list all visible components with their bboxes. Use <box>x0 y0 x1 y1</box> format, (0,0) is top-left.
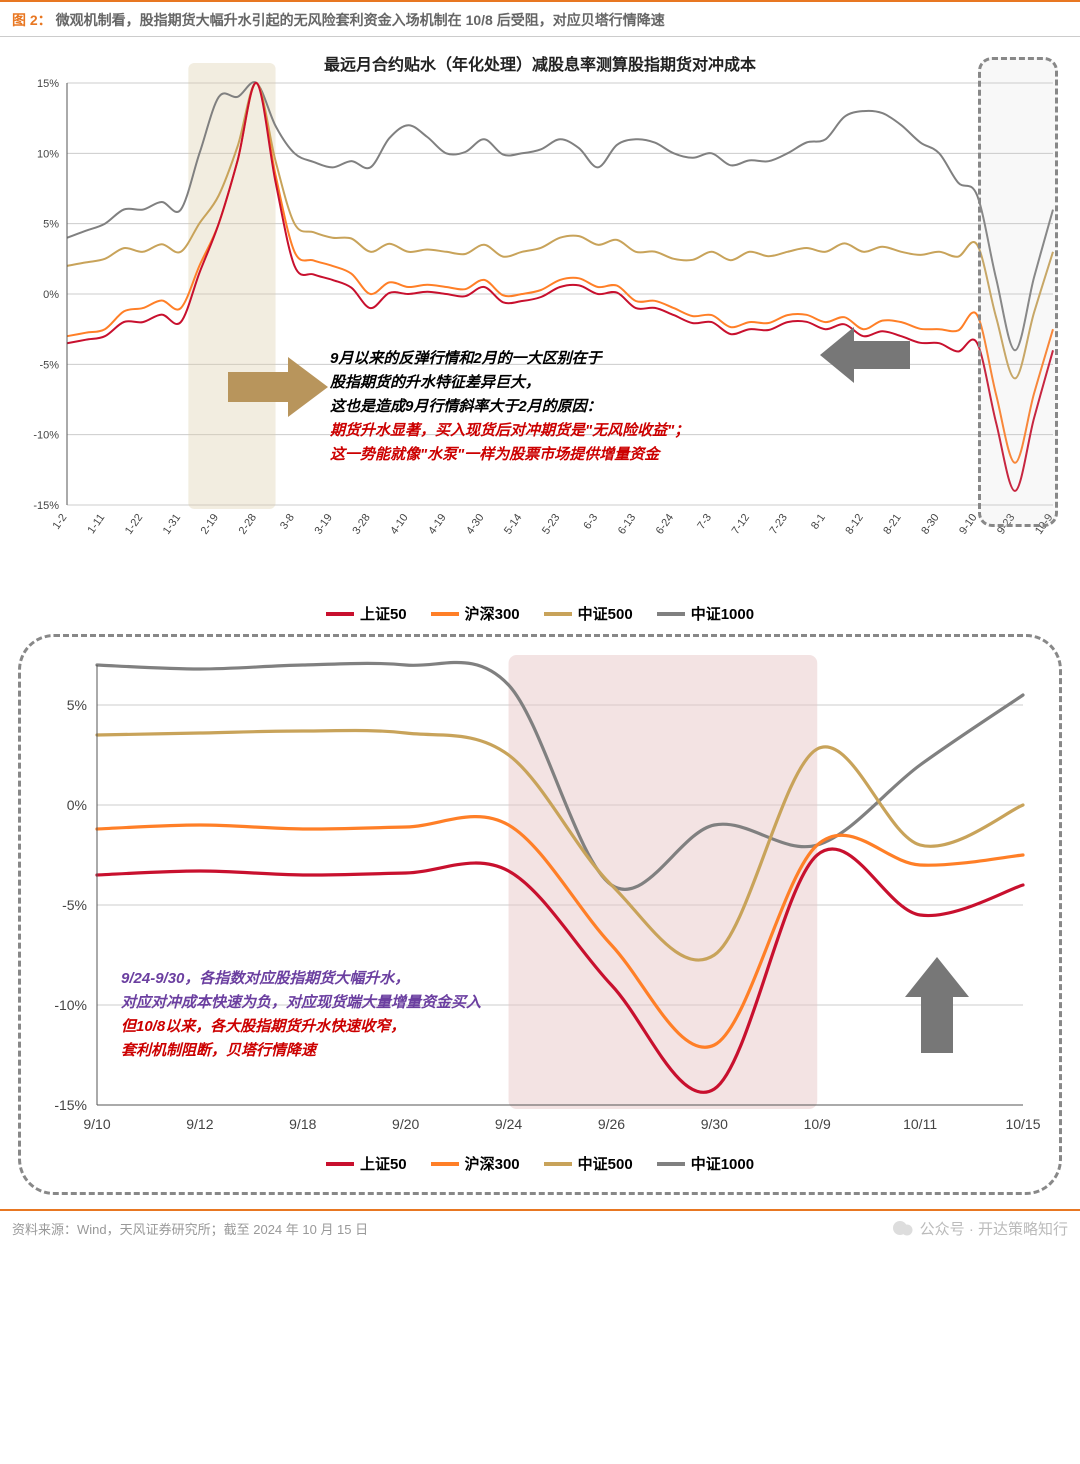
svg-text:4-30: 4-30 <box>464 512 486 537</box>
chart2-dashed-container: -15% -10% -5% 0% 5% 9/10 9/12 9/18 9/20 9/24 9/26 9… <box>18 634 1062 1195</box>
svg-text:3-19: 3-19 <box>312 512 334 537</box>
svg-text:15%: 15% <box>37 78 59 90</box>
svg-text:7-23: 7-23 <box>768 512 790 537</box>
svg-text:8-21: 8-21 <box>881 512 903 537</box>
arrow-gray-left <box>820 327 910 383</box>
svg-text:6-3: 6-3 <box>581 512 600 532</box>
arrow-tan-right <box>228 357 328 417</box>
svg-text:1-11: 1-11 <box>85 512 107 536</box>
footer-source: 资料来源：Wind，天风证券研究所；截至 2024 年 10 月 15 日 <box>12 1219 368 1238</box>
legend-bottom: 上证50 沪深300 中证500 中证1000 <box>35 1147 1045 1184</box>
svg-text:9/30: 9/30 <box>701 1116 728 1132</box>
svg-text:-5%: -5% <box>62 897 87 913</box>
svg-text:6-24: 6-24 <box>654 512 676 537</box>
svg-text:10/15: 10/15 <box>1005 1116 1040 1132</box>
svg-text:-10%: -10% <box>54 997 87 1013</box>
svg-text:1-22: 1-22 <box>123 512 145 537</box>
svg-text:5%: 5% <box>67 697 87 713</box>
chart1-right-highlight-box <box>978 57 1058 527</box>
legend-item-s4-b: 中证1000 <box>657 1153 754 1174</box>
svg-text:10/11: 10/11 <box>903 1116 937 1132</box>
chart2-svg: -15% -10% -5% 0% 5% 9/10 9/12 9/18 9/20 9/24 9/26 9… <box>35 647 1043 1147</box>
chart2-annotation: 9/24-9/30，各指数对应股指期货大幅升水，对应对冲成本快速为负，对应现货端… <box>121 967 481 1063</box>
svg-text:9/18: 9/18 <box>289 1116 316 1132</box>
svg-text:5-23: 5-23 <box>540 512 562 537</box>
svg-text:2-19: 2-19 <box>199 512 221 537</box>
figure-header: 图 2： 微观机制看，股指期货大幅升水引起的无风险套利资金入场机制在 10/8 … <box>0 0 1080 37</box>
chart1-svg: -15% -10% -5% 0% 5% 10% 15% 1-2 1-11 1-22 1-31 2-19… <box>12 47 1068 567</box>
legend-item-s1-b: 上证50 <box>326 1153 407 1174</box>
svg-text:8-12: 8-12 <box>843 512 865 537</box>
chart1-container: 最远月合约贴水（年化处理）减股息率测算股指期货对冲成本 -15% -10% -5% 0… <box>0 37 1080 597</box>
chart1-title: 最远月合约贴水（年化处理）减股息率测算股指期货对冲成本 <box>0 51 1080 75</box>
svg-text:9/10: 9/10 <box>83 1116 110 1132</box>
svg-text:-15%: -15% <box>54 1097 87 1113</box>
legend-top: 上证50 沪深300 中证500 中证1000 <box>0 597 1080 634</box>
svg-text:-15%: -15% <box>33 500 59 512</box>
svg-text:7-12: 7-12 <box>730 512 752 537</box>
figure-title: 微观机制看，股指期货大幅升水引起的无风险套利资金入场机制在 10/8 后受阻，对… <box>56 10 665 30</box>
svg-text:0%: 0% <box>43 289 59 301</box>
svg-text:8-1: 8-1 <box>809 512 828 532</box>
wechat-icon <box>892 1217 914 1239</box>
svg-text:9/20: 9/20 <box>392 1116 419 1132</box>
svg-text:-10%: -10% <box>33 430 59 442</box>
svg-text:9/12: 9/12 <box>186 1116 213 1132</box>
footer: 资料来源：Wind，天风证券研究所；截至 2024 年 10 月 15 日 公众… <box>0 1209 1080 1249</box>
svg-text:1-31: 1-31 <box>161 512 183 537</box>
svg-text:7-3: 7-3 <box>695 512 714 532</box>
svg-text:1-2: 1-2 <box>51 512 70 532</box>
svg-text:8-30: 8-30 <box>919 512 941 537</box>
svg-text:9-10: 9-10 <box>957 512 979 537</box>
arrow-gray-up <box>905 957 969 1053</box>
svg-text:3-8: 3-8 <box>278 512 297 532</box>
legend-item-s4: 中证1000 <box>657 603 754 624</box>
legend-item-s2: 沪深300 <box>431 603 520 624</box>
footer-watermark: 公众号 · 开达策略知行 <box>892 1217 1068 1239</box>
legend-item-s1: 上证50 <box>326 603 407 624</box>
svg-text:4-10: 4-10 <box>388 512 410 537</box>
svg-text:6-13: 6-13 <box>616 512 638 537</box>
svg-text:9/24: 9/24 <box>495 1116 522 1132</box>
svg-text:2-28: 2-28 <box>237 512 259 537</box>
figure-number: 图 2： <box>12 10 52 30</box>
svg-text:5-14: 5-14 <box>502 512 524 537</box>
svg-text:3-28: 3-28 <box>350 512 372 537</box>
svg-text:10%: 10% <box>37 148 59 160</box>
legend-item-s3-b: 中证500 <box>544 1153 633 1174</box>
legend-item-s2-b: 沪深300 <box>431 1153 520 1174</box>
svg-text:5%: 5% <box>43 219 59 231</box>
svg-text:0%: 0% <box>67 797 87 813</box>
chart1-annotation: 9月以来的反弹行情和2月的一大区别在于股指期货的升水特征差异巨大，这也是造成9月… <box>330 347 689 467</box>
svg-text:10/9: 10/9 <box>804 1116 831 1132</box>
svg-text:-5%: -5% <box>39 359 59 371</box>
svg-text:9/26: 9/26 <box>598 1116 625 1132</box>
svg-text:4-19: 4-19 <box>426 512 448 537</box>
legend-item-s3: 中证500 <box>544 603 633 624</box>
